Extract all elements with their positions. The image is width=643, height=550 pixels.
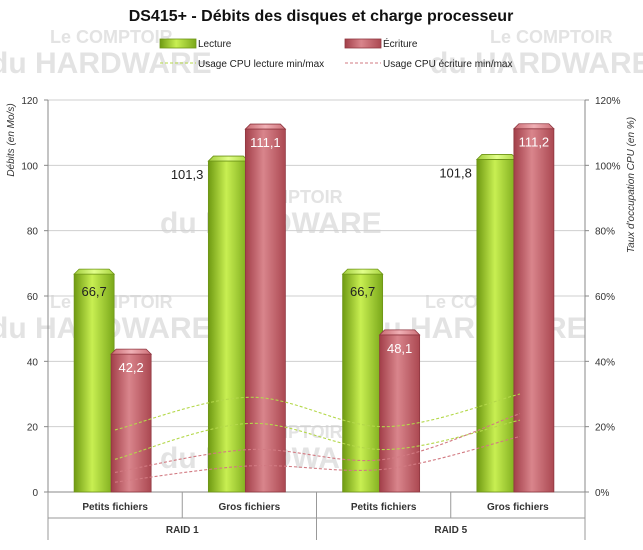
bar-lecture — [475, 154, 518, 493]
bar-écriture — [512, 123, 555, 493]
watermark-line1: Le COMPTOIR — [50, 27, 173, 47]
data-label: 111,2 — [519, 135, 550, 150]
bar-écriture — [244, 123, 287, 493]
y-tick-label: 60 — [27, 292, 39, 303]
bar-top — [512, 123, 555, 130]
watermark-line1: Le COMPTOIR — [490, 27, 613, 47]
category-label: Petits fichiers — [351, 502, 417, 513]
data-label: 111,1 — [250, 135, 281, 150]
bar-body — [513, 128, 555, 493]
legend-item: Écriture — [344, 37, 418, 50]
legend-item: Usage CPU écriture min/max — [345, 59, 512, 70]
legend-item: Lecture — [159, 38, 232, 50]
data-label: 48,1 — [387, 341, 412, 356]
legend-label: Lecture — [198, 39, 232, 50]
legend-item: Usage CPU lecture min/max — [160, 59, 324, 70]
y2-tick-label: 0% — [595, 488, 610, 499]
group-label: RAID 1 — [166, 525, 199, 536]
y2-tick-label: 60% — [595, 292, 615, 303]
legend-label: Écriture — [383, 37, 418, 50]
bar-top — [207, 155, 250, 162]
data-label: 101,8 — [439, 165, 472, 180]
legend-swatch — [159, 38, 197, 49]
y-tick-label: 80 — [27, 227, 39, 238]
cpu-line-max — [114, 413, 521, 473]
y-axis-ticks: 0 20 40 60 80 100 120 — [21, 96, 48, 499]
bar-body — [73, 273, 115, 493]
bar-lecture — [341, 268, 384, 493]
data-label: 42,2 — [118, 360, 143, 375]
y2-tick-label: 40% — [595, 357, 615, 368]
data-labels: 66,7 101,3 66,7 101,8 42,2 111,1 48,1 111,2 — [81, 135, 549, 375]
category-axis: Petits fichiers Gros fichiers Petits fichi… — [47, 492, 586, 540]
legend-label: Usage CPU lecture min/max — [198, 59, 324, 70]
bar-top — [475, 154, 518, 160]
y-tick-label: 0 — [32, 488, 38, 499]
category-label: Gros fichiers — [487, 502, 549, 513]
chart-title: DS415+ - Débits des disques et charge pr… — [129, 8, 514, 25]
bar-body — [207, 160, 249, 493]
bar-top — [341, 268, 384, 275]
watermark-line2: du HARDWARE — [430, 47, 643, 80]
bar-écriture — [378, 329, 421, 493]
data-label: 101,3 — [171, 167, 204, 182]
category-label: Gros fichiers — [219, 502, 281, 513]
y2-axis-ticks: 0% 20% 40% 60% 80% 100% 120% — [585, 96, 621, 499]
bar-top — [244, 123, 287, 130]
y-axis-title: Débits (en Mo/s) — [6, 103, 17, 176]
y2-tick-label: 20% — [595, 423, 615, 434]
data-label: 66,7 — [81, 284, 106, 299]
y2-tick-label: 120% — [595, 96, 621, 107]
cpu-line-min — [114, 419, 521, 460]
y2-axis-title: Taux d'occupation CPU (en %) — [626, 117, 637, 253]
cpu-lines — [114, 393, 521, 483]
y-tick-label: 20 — [27, 423, 39, 434]
bar-top — [110, 348, 153, 355]
legend-label: Usage CPU écriture min/max — [383, 59, 512, 70]
category-label: Petits fichiers — [82, 502, 148, 513]
legend-swatch — [344, 38, 382, 49]
bar-lecture — [207, 155, 250, 493]
y-tick-label: 40 — [27, 357, 39, 368]
group-label: RAID 5 — [434, 525, 467, 536]
watermark-line2: du HARDWARE — [0, 47, 212, 80]
bar-body — [244, 128, 286, 493]
y-tick-label: 120 — [21, 96, 38, 107]
y2-tick-label: 80% — [595, 227, 615, 238]
bar-top — [73, 268, 116, 275]
bar-body — [379, 334, 421, 493]
bar-series — [73, 123, 555, 493]
bar-lecture — [73, 268, 116, 493]
legend: Lecture Écriture Usage CPU lecture min/max… — [159, 37, 512, 70]
bar-body — [476, 159, 518, 493]
bar-top — [378, 329, 421, 336]
data-label: 66,7 — [350, 284, 375, 299]
y2-tick-label: 100% — [595, 161, 621, 172]
y-tick-label: 100 — [21, 161, 38, 172]
